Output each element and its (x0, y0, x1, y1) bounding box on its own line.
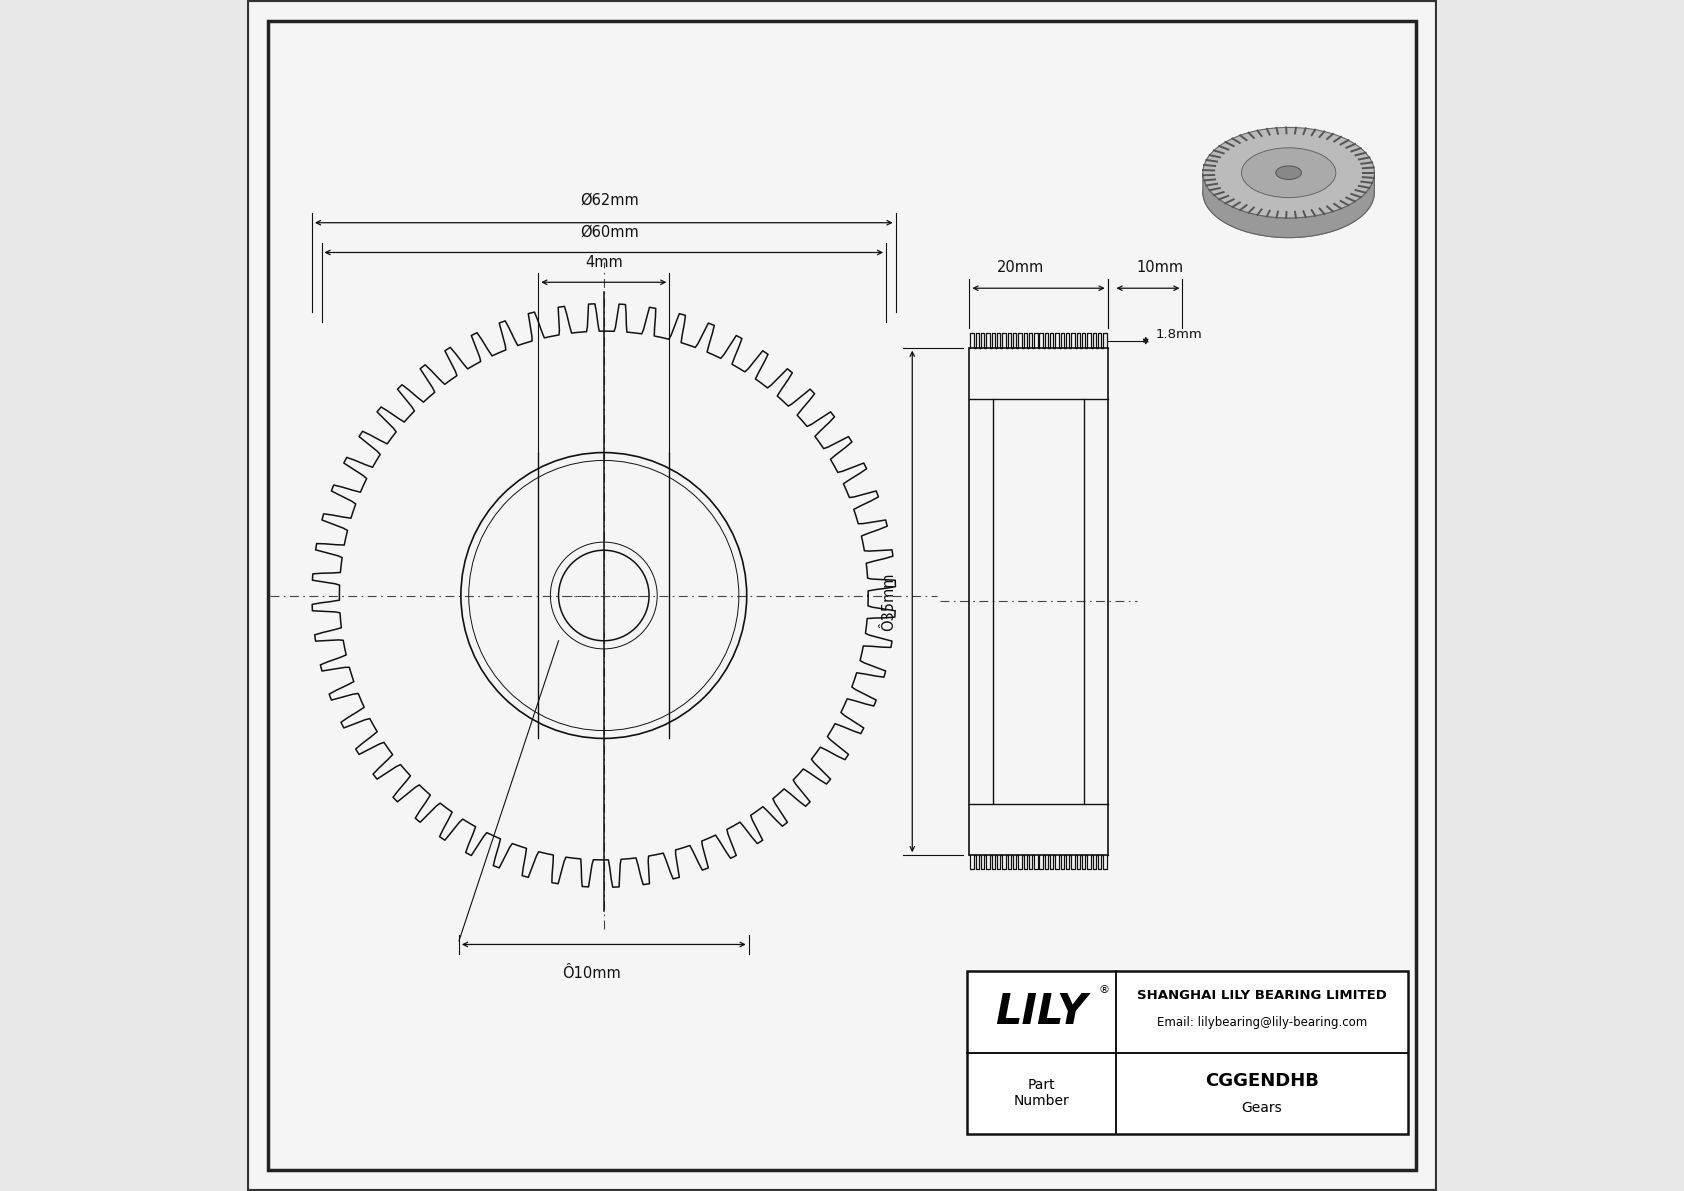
Bar (967, 971, 1408, 1134)
Text: Ô35mm: Ô35mm (881, 572, 896, 631)
Text: Ø60mm: Ø60mm (581, 224, 640, 239)
Bar (970, 348, 1108, 855)
Ellipse shape (1276, 166, 1302, 180)
Text: 4mm: 4mm (584, 255, 623, 270)
Polygon shape (1202, 173, 1374, 237)
Ellipse shape (1202, 127, 1374, 218)
Text: Email: lilybearing@lily-bearing.com: Email: lilybearing@lily-bearing.com (1157, 1016, 1367, 1029)
Text: Ô10mm: Ô10mm (562, 966, 621, 981)
Text: CGGENDHB: CGGENDHB (1204, 1072, 1319, 1091)
Text: ®: ® (1100, 985, 1110, 994)
Text: SHANGHAI LILY BEARING LIMITED: SHANGHAI LILY BEARING LIMITED (1137, 989, 1386, 1002)
Ellipse shape (1241, 148, 1335, 198)
Bar (994, 399, 1084, 804)
Text: LILY: LILY (995, 991, 1088, 1033)
Text: Part
Number: Part Number (1014, 1078, 1069, 1109)
Text: 20mm: 20mm (997, 260, 1044, 275)
Text: 10mm: 10mm (1137, 260, 1184, 275)
Text: Gears: Gears (1241, 1100, 1282, 1115)
Text: Ø62mm: Ø62mm (581, 192, 640, 207)
Ellipse shape (1202, 148, 1374, 238)
FancyBboxPatch shape (246, 0, 1438, 1191)
Text: 1.8mm: 1.8mm (1155, 329, 1202, 341)
